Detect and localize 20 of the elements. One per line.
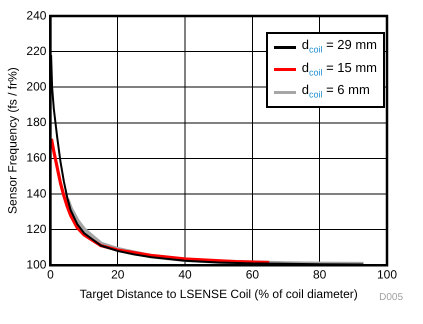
y-axis-title: Sensor Frequency (fs / fr%) — [6, 67, 20, 214]
x-tick-label: 80 — [313, 268, 327, 282]
y-tick-label: 240 — [26, 8, 47, 22]
legend-label: d$_{coil}$ = 15 mm — [302, 58, 377, 80]
x-axis-title: Target Distance to LSENSE Coil (% of coil diameter) — [80, 287, 358, 302]
y-tick-label: 120 — [26, 222, 47, 236]
x-tick-label: 100 — [376, 268, 398, 282]
y-tick-label: 200 — [26, 80, 47, 94]
x-tick-label: 40 — [178, 268, 192, 282]
y-tick-label: 140 — [26, 186, 47, 200]
legend-label: d$_{coil}$ = 6 mm — [302, 81, 370, 102]
x-tick-label: 0 — [47, 268, 54, 282]
y-tick-label: 160 — [26, 150, 47, 165]
y-tick-label: 220 — [26, 44, 47, 58]
legend-label: d$_{coil}$ = 29 mm — [302, 36, 377, 57]
y-tick-label: 100 — [26, 258, 47, 272]
y-tick-label: 180 — [26, 115, 47, 130]
text: D005 — [379, 292, 403, 303]
x-tick-label: 60 — [246, 268, 260, 282]
x-tick-label: 20 — [111, 268, 125, 282]
